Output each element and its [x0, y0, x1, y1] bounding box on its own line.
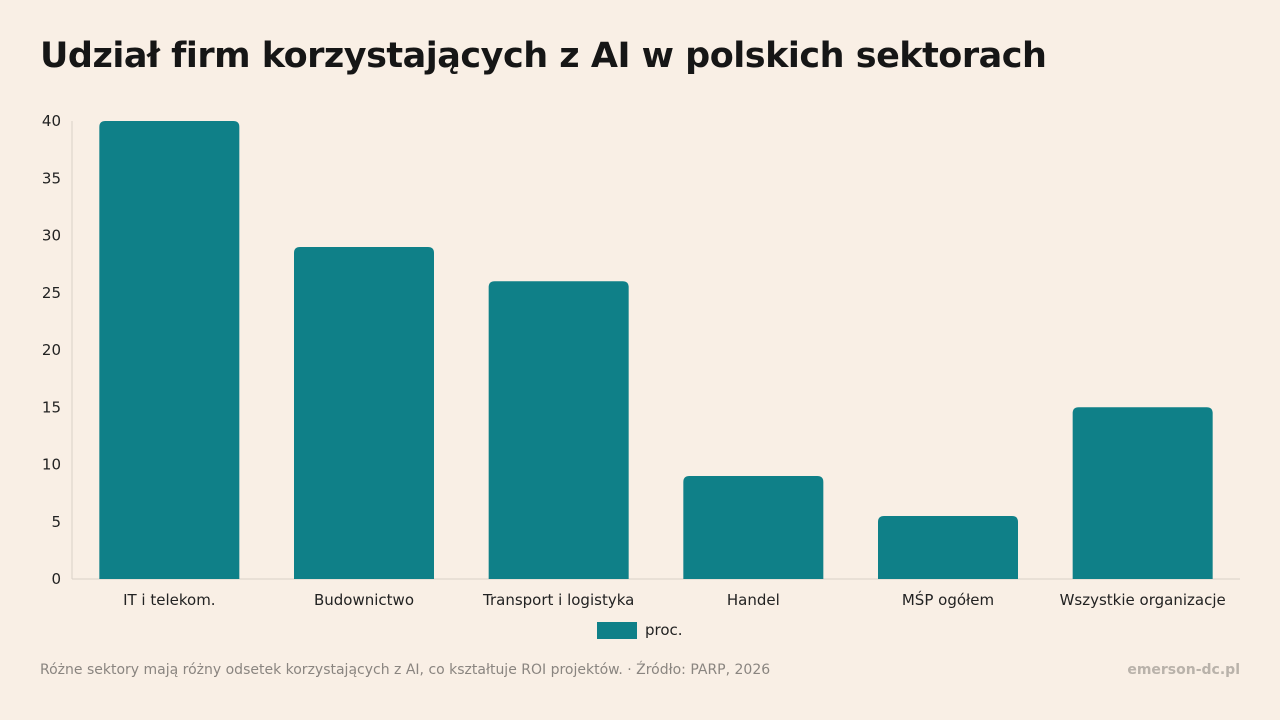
y-tick-label: 20 [42, 341, 61, 359]
x-category-label: MŚP ogółem [902, 590, 994, 609]
y-tick-label: 15 [42, 398, 61, 416]
chart-axes [71, 121, 1240, 580]
y-tick-label: 35 [42, 169, 61, 187]
bar-series [99, 121, 1213, 579]
footer-brand: emerson-dc.pl [1127, 662, 1240, 678]
y-tick-label: 25 [42, 284, 61, 302]
y-tick-label: 0 [51, 570, 61, 588]
chart-title: Udział firm korzystających z AI w polski… [40, 36, 1047, 76]
bar [294, 246, 434, 579]
x-category-label: IT i telekom. [123, 591, 216, 609]
bar [488, 281, 629, 579]
x-category-label: Wszystkie organizacje [1060, 591, 1226, 609]
y-tick-label: 40 [42, 112, 61, 130]
y-tick-label: 30 [42, 227, 61, 245]
bar [99, 121, 240, 579]
legend-swatch [597, 621, 637, 639]
footer-note: Różne sektory mają różny odsetek korzyst… [40, 662, 771, 678]
y-tick-label: 10 [42, 456, 61, 474]
x-axis-labels: IT i telekom. Budownictwo Transport i logi… [123, 590, 1226, 609]
y-axis-ticks: 0 5 10 15 20 25 30 35 40 [42, 112, 61, 588]
chart-legend: proc. [597, 621, 683, 639]
bar [683, 475, 824, 579]
y-tick-label: 5 [51, 513, 61, 531]
x-category-label: Budownictwo [314, 591, 414, 609]
bar [1072, 407, 1213, 579]
x-category-label: Handel [727, 591, 780, 609]
bar [878, 516, 1018, 579]
legend-label: proc. [645, 621, 683, 639]
x-category-label: Transport i logistyka [482, 591, 634, 609]
